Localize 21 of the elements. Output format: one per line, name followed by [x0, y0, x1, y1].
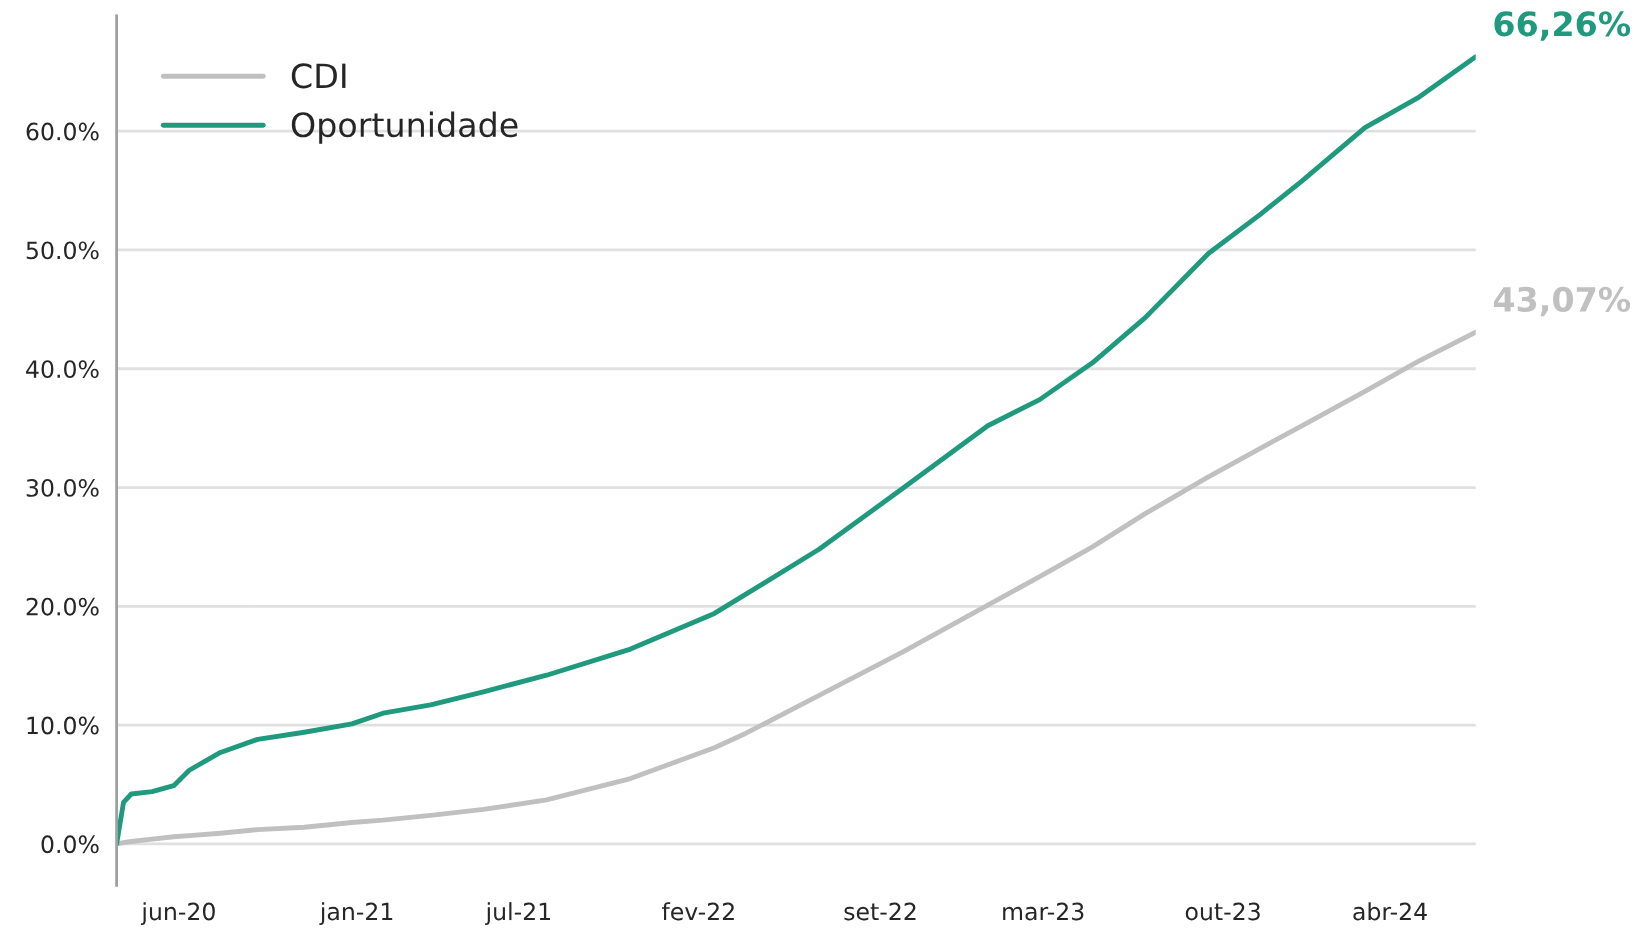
x-tick-label: out-23 — [1185, 902, 1260, 921]
annotation: 43,07% — [1493, 286, 1631, 317]
y-tick-label: 60.0% — [26, 122, 99, 141]
x-tick-label: jun-20 — [140, 902, 215, 925]
x-tick-label: jan-21 — [319, 902, 393, 925]
y-tick-label: 40.0% — [26, 360, 99, 379]
y-tick-label: 30.0% — [26, 478, 99, 497]
line-series — [116, 329, 1476, 847]
annotation: 66,26% — [1494, 11, 1631, 41]
x-tick-label: mar-23 — [1003, 902, 1084, 921]
x-tick-label: abr-24 — [1353, 902, 1427, 921]
y-tick-label: 0.0% — [41, 835, 99, 854]
x-tick-label: fev-22 — [662, 902, 734, 921]
x-tick-label: set-22 — [844, 902, 916, 921]
x-tick-label: jul-21 — [485, 902, 551, 925]
y-tick-label: 10.0% — [27, 716, 99, 735]
legend-label: CDI — [291, 63, 346, 89]
y-tick-label: 50.0% — [26, 241, 99, 260]
y-tick-label: 20.0% — [26, 597, 99, 616]
line-series — [116, 54, 1476, 847]
legend-label: Oportunidade — [291, 111, 518, 144]
